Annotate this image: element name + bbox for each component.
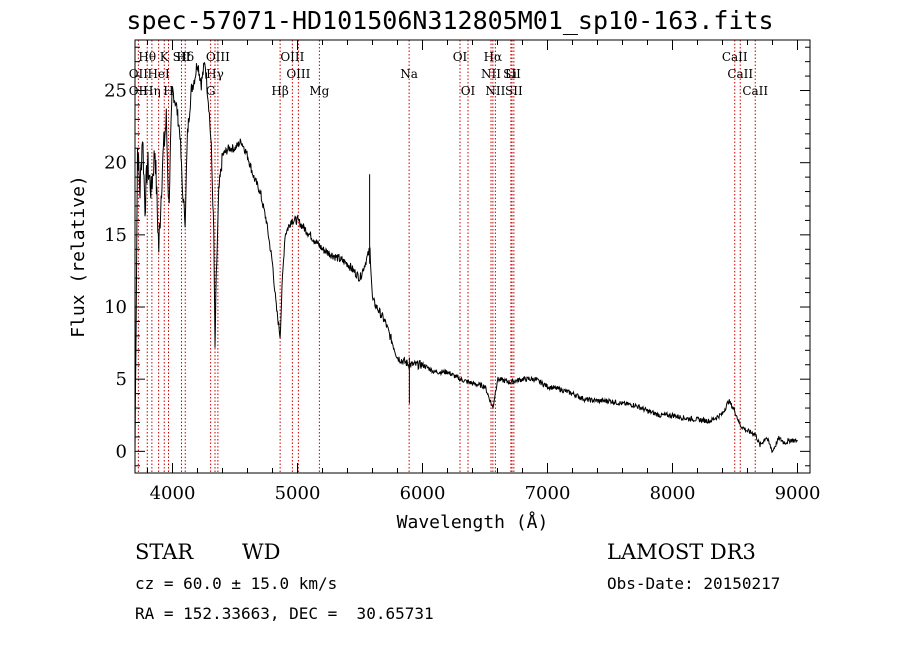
- obs-date: Obs-Date: 20150217: [607, 574, 781, 593]
- line-label-row2-7: Li: [505, 67, 517, 81]
- x-tick-label: 4000: [150, 483, 196, 504]
- line-label-row3-3: G: [206, 84, 216, 98]
- spectrum-line: [134, 62, 798, 454]
- line-label-row3-8: SII: [505, 84, 523, 98]
- line-label-row1-7: SII: [173, 50, 191, 64]
- line-label-row1-5: OI: [453, 50, 468, 64]
- line-label-row2-6: NII: [481, 67, 501, 81]
- object-class: STAR: [135, 540, 194, 564]
- plot-frame: [134, 39, 811, 474]
- y-tick-label: 20: [104, 153, 127, 174]
- line-label-row1-2: Hδ: [176, 50, 194, 64]
- object-subclass: WD: [242, 540, 281, 564]
- x-tick-label: 7000: [525, 483, 571, 504]
- line-label-row1-0: Hθ: [138, 50, 156, 64]
- line-label-row2-0: OII: [129, 67, 149, 81]
- coordinates: RA = 152.33663, DEC = 30.65731: [135, 604, 434, 623]
- line-label-row2-2: SII: [503, 67, 521, 81]
- line-label-row2-8: CaII: [727, 67, 753, 81]
- y-tick-label: 15: [104, 225, 127, 246]
- x-tick-label: 9000: [775, 483, 821, 504]
- x-tick-label: 8000: [650, 483, 696, 504]
- line-label-row1-6: Hα: [484, 50, 503, 64]
- survey-label: LAMOST DR3: [607, 540, 756, 564]
- y-tick-label: 5: [116, 369, 127, 390]
- y-tick-label: 10: [104, 297, 127, 318]
- redshift-info: cz = 60.0 ± 15.0 km/s: [135, 574, 338, 593]
- y-axis-label: Flux (relative): [68, 175, 89, 338]
- x-tick-label: 6000: [400, 483, 446, 504]
- line-label-row2-4: OIII: [286, 67, 310, 81]
- line-label-row1-4: OIII: [280, 50, 304, 64]
- x-tick-label: 5000: [275, 483, 321, 504]
- line-label-row1-8: CaII: [722, 50, 748, 64]
- line-label-row2-1: HeI: [147, 67, 170, 81]
- line-label-row1-3: OIII: [206, 50, 230, 64]
- line-label-row1-1: K: [160, 50, 170, 64]
- line-label-row2-5: Na: [400, 67, 418, 81]
- line-label-row2-3: Hγ: [206, 67, 224, 81]
- x-axis-label: Wavelength (Å): [397, 511, 549, 533]
- line-label-row3-1: Hη: [143, 84, 161, 98]
- chart-title: spec-57071-HD101506N312805M01_sp10-163.f…: [126, 6, 774, 35]
- y-tick-label: 25: [104, 81, 127, 102]
- line-label-row3-7: NII: [485, 84, 505, 98]
- line-label-row3-5: Mg: [309, 84, 329, 98]
- line-label-row3-9: CaII: [742, 84, 768, 98]
- line-label-row3-4: Hβ: [271, 84, 288, 98]
- line-label-row3-2: H: [163, 84, 173, 98]
- y-tick-label: 0: [116, 441, 127, 462]
- line-label-row3-6: OI: [461, 84, 476, 98]
